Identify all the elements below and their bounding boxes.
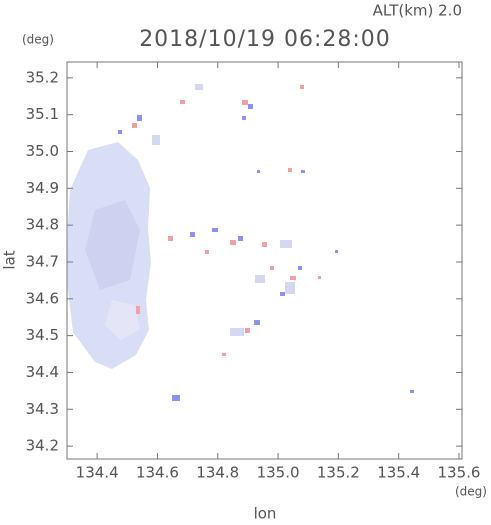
y-tick-label: 34.8 bbox=[26, 216, 59, 234]
echo-cells bbox=[152, 84, 295, 336]
altitude-label: ALT(km) 2.0 bbox=[373, 2, 462, 20]
x-tick-label: 135.0 bbox=[257, 464, 300, 482]
x-tick-label: 134.6 bbox=[136, 464, 179, 482]
y-tick-label: 35.1 bbox=[26, 105, 59, 123]
echo-cells bbox=[118, 104, 414, 401]
plot-frame bbox=[66, 61, 463, 460]
y-tick-label: 34.6 bbox=[26, 289, 59, 307]
y-tick-label: 34.2 bbox=[26, 437, 59, 455]
x-tick-label: 134.8 bbox=[196, 464, 239, 482]
y-tick-label: 35.0 bbox=[26, 142, 59, 160]
x-unit: (deg) bbox=[455, 485, 487, 499]
echo-cells bbox=[132, 85, 321, 356]
x-axis-label: lon bbox=[254, 505, 277, 522]
x-tick-label: 135.2 bbox=[317, 464, 360, 482]
x-tick-label: 134.4 bbox=[76, 464, 119, 482]
y-tick-label: 34.3 bbox=[26, 400, 59, 418]
echo-area bbox=[105, 300, 140, 340]
y-unit: (deg) bbox=[22, 33, 54, 47]
y-tick-label: 34.5 bbox=[26, 326, 59, 344]
x-tick-label: 135.6 bbox=[438, 464, 481, 482]
y-tick-label: 35.2 bbox=[26, 68, 59, 86]
y-tick-label: 34.4 bbox=[26, 363, 59, 381]
y-tick-label: 34.7 bbox=[26, 252, 59, 270]
x-tick-label: 135.4 bbox=[377, 464, 420, 482]
echo-area bbox=[85, 200, 140, 290]
echo-field bbox=[67, 84, 414, 401]
y-axis-label: lat bbox=[1, 250, 19, 269]
y-tick-label: 34.9 bbox=[26, 179, 59, 197]
chart-title: 2018/10/19 06:28:00 bbox=[139, 27, 391, 52]
